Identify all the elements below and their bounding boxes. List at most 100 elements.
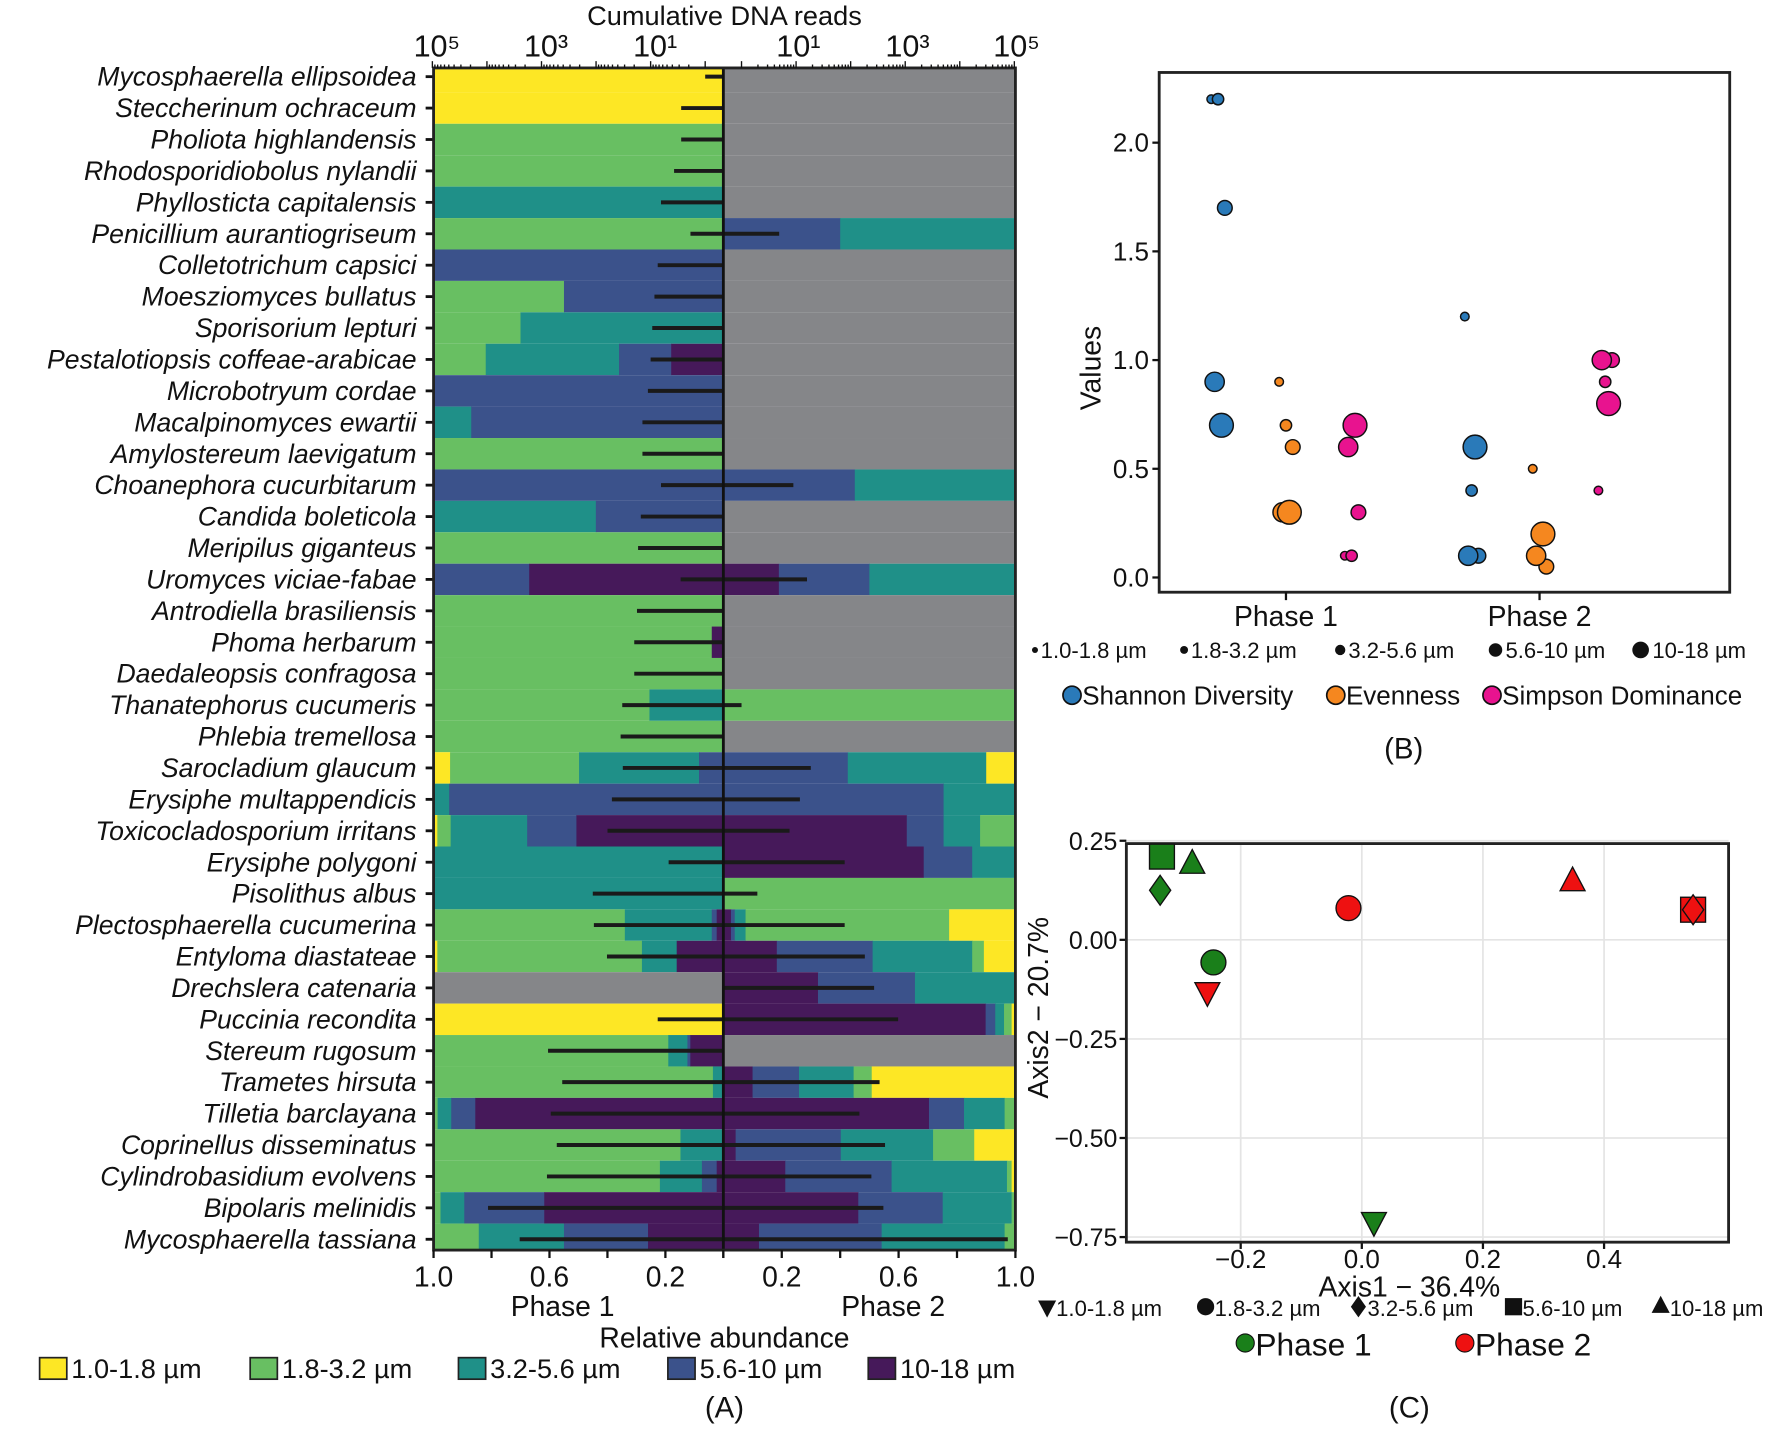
point-simpson-dominance	[1337, 436, 1359, 458]
point-phase2-circle	[1335, 894, 1362, 922]
species-row	[433, 626, 1016, 658]
phase2-absent	[723, 626, 1016, 658]
point-evenness	[1276, 499, 1302, 525]
panel-b-diversity-chart: 0.0 0.5 1.0 1.5 2.0 Values Phase 1 Phase 2 1.0-1…	[1031, 71, 1746, 766]
index-legend-item: Evenness	[1325, 680, 1460, 710]
phase2-segment-1	[1006, 1160, 1013, 1193]
species-row	[433, 1035, 1016, 1067]
species-row	[433, 1160, 1016, 1193]
point-simpson-dominance	[1598, 375, 1612, 389]
phase2-segment-0	[986, 752, 1016, 784]
phase2-segment-1	[723, 689, 1016, 721]
phase2-absent	[723, 155, 1016, 187]
size-legend-label: 1.0-1.8 µm	[1041, 638, 1147, 663]
phase1-segment-1	[433, 689, 650, 721]
phase2-absent	[723, 500, 1016, 533]
index-legend-dot	[1325, 685, 1346, 706]
y-tick-label: 0.5	[1113, 454, 1149, 484]
point-shannon-diversity	[1204, 371, 1226, 393]
phase-legend-item: Phase 2	[1455, 1326, 1591, 1362]
species-label: Pestalotiopsis coffeae-arabicae	[47, 345, 417, 375]
species-row	[433, 280, 1016, 313]
phase1-label: Phase 1	[511, 1290, 615, 1322]
species-row	[433, 657, 1016, 690]
point-simpson-dominance	[1350, 504, 1367, 521]
phase1-segment-1	[437, 815, 452, 847]
phase-legend-dot	[1235, 1333, 1255, 1353]
plot-frame	[1157, 71, 1732, 594]
species-label: Uromyces viciae-fabae	[146, 564, 416, 594]
species-row	[433, 1066, 1016, 1098]
species-label: Daedaleopsis confragosa	[116, 659, 416, 689]
phase1-segment-1	[433, 218, 724, 250]
x-tick-label: 0.0	[1344, 1244, 1380, 1274]
y-tick-label: 1.0	[1113, 345, 1149, 375]
phase2-segment-0	[974, 1129, 1016, 1161]
species-row	[433, 1003, 1016, 1036]
phase2-absent	[723, 406, 1016, 439]
point-simpson-dominance	[1345, 549, 1359, 563]
point-phase1-square	[1148, 843, 1176, 870]
phase1-segment-1	[433, 123, 724, 156]
phase1-segment-2	[485, 343, 620, 376]
y-tick-label: 0.0	[1113, 563, 1149, 593]
phase2-absent	[723, 186, 1016, 219]
species-row	[433, 909, 1016, 941]
species-row	[433, 815, 1016, 847]
phase2-absent	[723, 532, 1016, 564]
size-legend-item: 1.0-1.8 µm	[1031, 638, 1147, 663]
phase2-segment-2	[972, 846, 1016, 878]
phase1-segment-2	[450, 815, 528, 847]
species-row	[433, 783, 1016, 816]
legend-item: 10-18 µm	[867, 1353, 1015, 1384]
species-label: Pisolithus albus	[232, 879, 417, 909]
index-legend-item: Simpson Dominance	[1482, 680, 1742, 710]
phase2-segment-3	[923, 846, 973, 878]
shape-legend-item: 3.2-5.6 µm	[1350, 1296, 1473, 1321]
species-label: Mycosphaerella ellipsoidea	[97, 62, 416, 92]
y-tick-label: 0.25	[1069, 828, 1117, 856]
phase2-segment-2	[943, 783, 1016, 816]
index-legend-label: Shannon Diversity	[1082, 680, 1293, 710]
phase1-segment-2	[433, 500, 597, 533]
x-axis-title: Relative abundance	[599, 1321, 849, 1353]
species-row	[433, 249, 1016, 281]
species-row	[433, 1223, 1016, 1251]
species-row	[433, 343, 1016, 376]
species-row	[433, 469, 1016, 501]
bottom-tick-label-phase1: 1.0	[414, 1260, 453, 1292]
top-axis-title: Cumulative DNA reads	[587, 0, 862, 31]
phase1-segment-3	[433, 563, 530, 596]
point-simpson-dominance	[1595, 390, 1622, 417]
y-tick-label: −0.25	[1054, 1026, 1117, 1054]
point-phase1-diamond	[1148, 874, 1172, 907]
species-label: Steccherinum ochraceum	[115, 93, 416, 123]
phase1-segment-0	[433, 752, 451, 784]
phase2-segment-3	[758, 1223, 883, 1251]
legend-item: 1.0-1.8 µm	[38, 1353, 202, 1384]
phase2-absent	[723, 375, 1016, 407]
y-tick-label: −0.50	[1054, 1125, 1117, 1153]
x-tick-label: Phase 2	[1488, 600, 1592, 632]
phase2-segment-2	[854, 469, 1016, 501]
point-shannon-diversity	[1462, 434, 1488, 460]
species-label: Sarocladium glaucum	[161, 753, 417, 783]
shape-legend-label: 3.2-5.6 µm	[1367, 1296, 1473, 1321]
phase2-absent	[723, 595, 1016, 627]
phase1-segment-2	[437, 1097, 452, 1130]
point-phase2-triangle-down	[1193, 981, 1221, 1008]
top-tick-label-phase2: 10⁵	[993, 30, 1040, 64]
species-row	[433, 1097, 1016, 1130]
legend-label: 10-18 µm	[900, 1353, 1015, 1384]
point-shannon-diversity	[1211, 92, 1225, 106]
species-row	[433, 218, 1016, 250]
species-row	[433, 312, 1016, 344]
legend-swatch	[457, 1356, 487, 1381]
phase2-segment-3	[906, 815, 945, 847]
species-row	[433, 972, 1016, 1004]
phase2-segment-1	[972, 940, 985, 973]
point-evenness	[1284, 438, 1301, 456]
panel-label-a: (A)	[705, 1392, 744, 1425]
species-label: Erysiphe multappendicis	[128, 784, 416, 814]
